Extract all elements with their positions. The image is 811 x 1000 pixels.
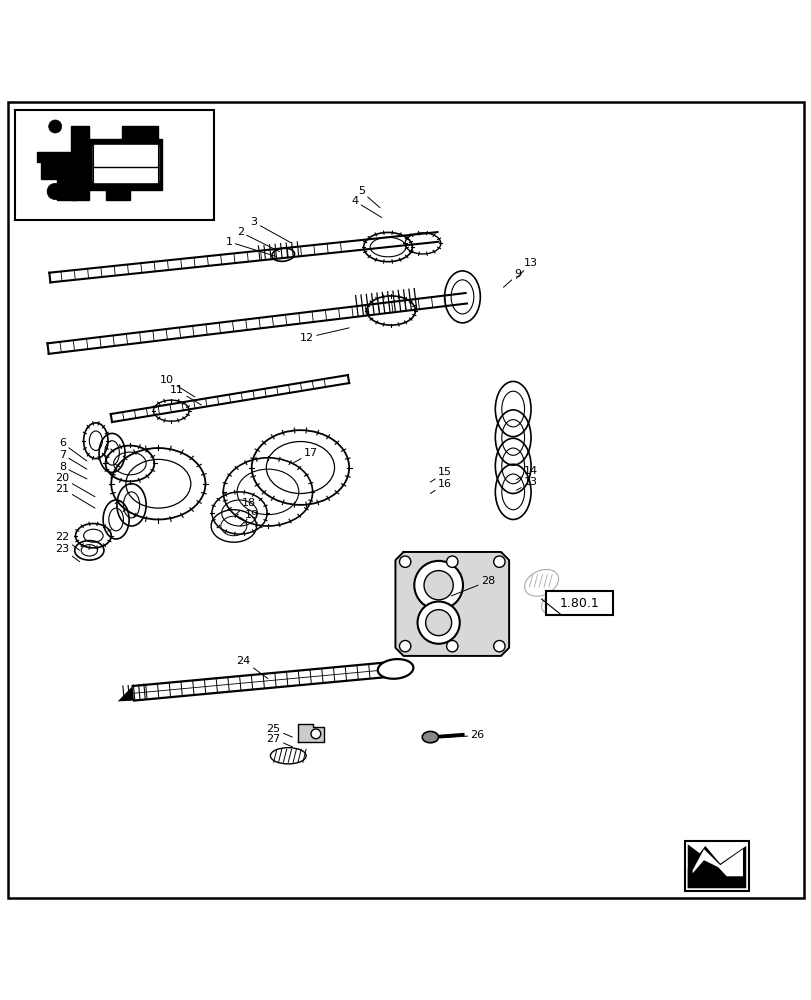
Ellipse shape (377, 659, 413, 679)
Text: 2: 2 (237, 227, 279, 252)
Bar (15, 110, 213, 220)
Polygon shape (57, 159, 77, 200)
Polygon shape (122, 126, 158, 139)
Text: 5: 5 (358, 186, 380, 208)
Text: 12: 12 (299, 328, 349, 343)
Text: 17: 17 (292, 448, 318, 463)
Polygon shape (395, 552, 508, 656)
Text: 16: 16 (430, 479, 452, 494)
Circle shape (47, 183, 63, 200)
Text: 25: 25 (266, 724, 292, 737)
Polygon shape (93, 145, 158, 182)
Text: 13: 13 (516, 258, 538, 278)
Circle shape (423, 571, 453, 600)
Polygon shape (687, 844, 745, 888)
Text: 28: 28 (451, 576, 495, 596)
Text: 19: 19 (240, 510, 259, 526)
Text: 1.80.1: 1.80.1 (559, 597, 599, 610)
Text: 24: 24 (236, 656, 268, 679)
Text: 6: 6 (59, 438, 87, 461)
Circle shape (493, 556, 504, 567)
Polygon shape (36, 152, 142, 162)
Text: 21: 21 (55, 484, 95, 508)
Circle shape (425, 610, 451, 636)
Text: 11: 11 (169, 385, 201, 405)
Ellipse shape (422, 731, 438, 743)
Circle shape (414, 561, 462, 610)
Bar (684, 841, 749, 891)
Text: 14: 14 (516, 466, 538, 480)
Text: 3: 3 (251, 217, 290, 243)
Polygon shape (89, 139, 162, 190)
Text: 26: 26 (440, 730, 484, 740)
Polygon shape (687, 846, 745, 888)
Text: 18: 18 (235, 498, 255, 515)
Polygon shape (692, 849, 742, 876)
Text: 8: 8 (59, 462, 87, 479)
Text: 22: 22 (55, 532, 79, 550)
Text: 7: 7 (59, 450, 87, 469)
Circle shape (311, 729, 320, 739)
Circle shape (399, 640, 410, 652)
Circle shape (417, 602, 459, 644)
Text: 13: 13 (516, 477, 538, 490)
Text: 20: 20 (55, 473, 95, 497)
Circle shape (446, 556, 457, 567)
Text: 9: 9 (503, 269, 521, 287)
Text: 1: 1 (225, 237, 276, 256)
Polygon shape (298, 724, 324, 742)
Text: 4: 4 (351, 196, 381, 217)
Circle shape (493, 640, 504, 652)
Text: 10: 10 (160, 375, 195, 397)
Text: 15: 15 (430, 467, 452, 482)
Circle shape (399, 556, 410, 567)
Polygon shape (71, 126, 89, 200)
Text: 23: 23 (55, 544, 79, 562)
Circle shape (49, 120, 62, 133)
Bar (545, 591, 612, 615)
Polygon shape (41, 163, 73, 179)
Text: 27: 27 (266, 734, 292, 747)
Circle shape (446, 640, 457, 652)
Polygon shape (118, 686, 134, 701)
Polygon shape (105, 190, 130, 200)
